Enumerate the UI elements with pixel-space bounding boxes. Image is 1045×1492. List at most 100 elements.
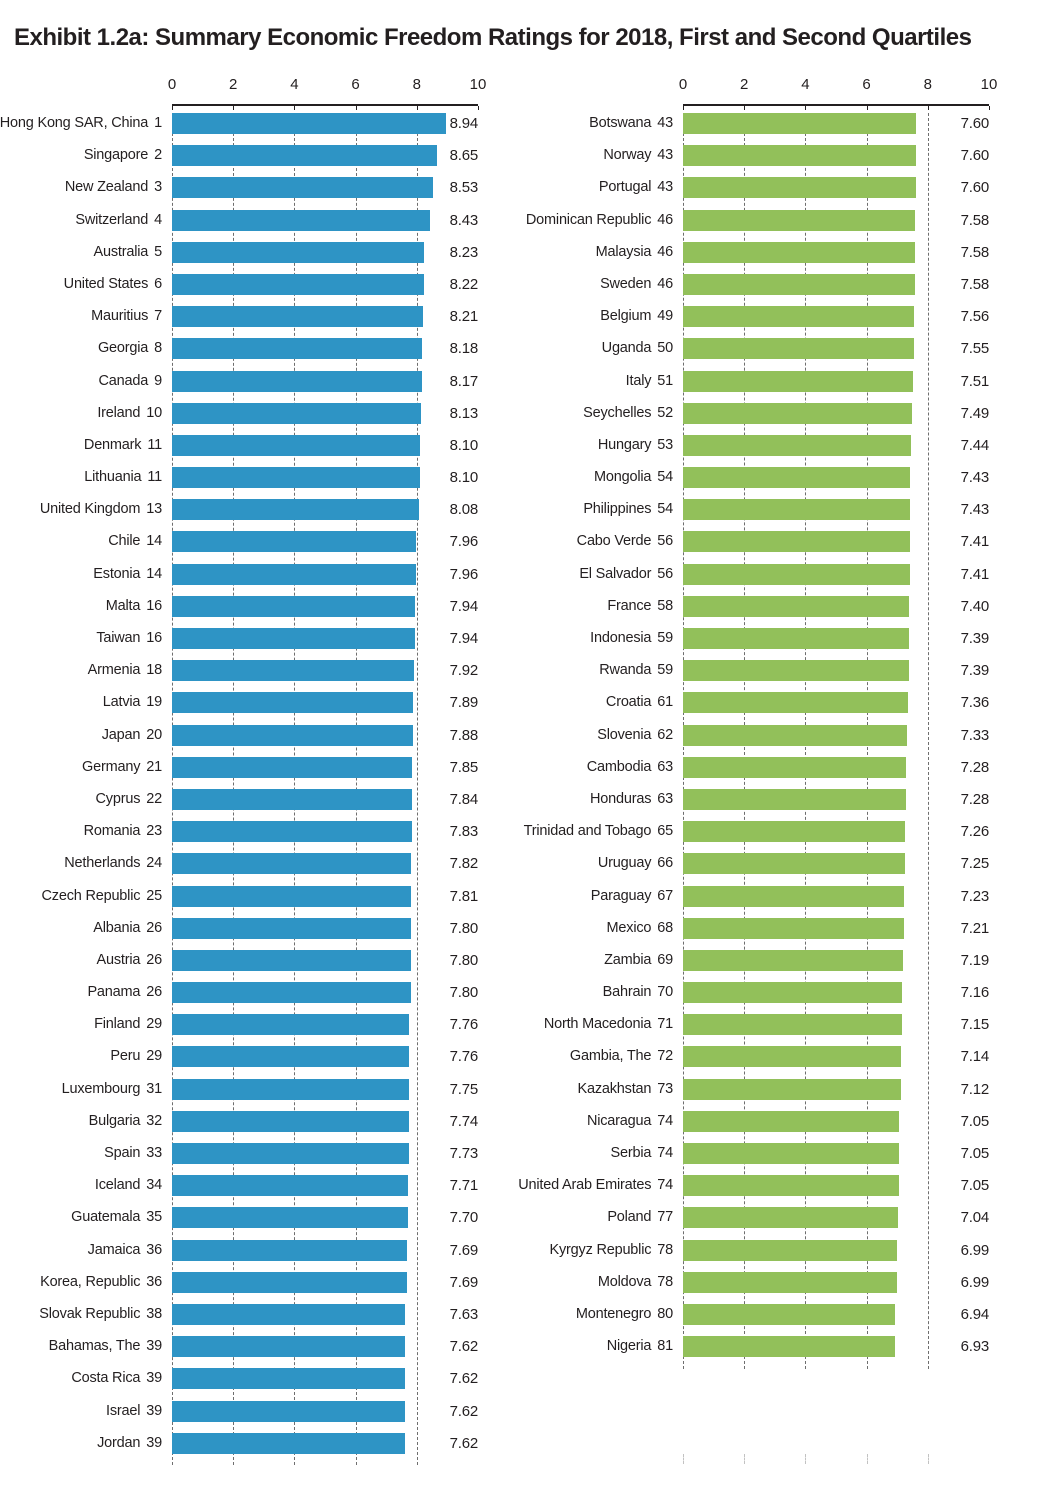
country-label: Japan 20: [0, 725, 162, 746]
country-label: United Kingdom 13: [0, 499, 162, 520]
rating-value: 7.28: [960, 758, 990, 776]
country-label: North Macedonia 71: [511, 1014, 673, 1035]
rating-bar: [683, 467, 911, 489]
country-label: Cyprus 22: [0, 789, 163, 810]
rating-value: 7.58: [960, 275, 990, 293]
chart-row: Rwanda 59 7.39: [511, 660, 989, 692]
country-rank: 6: [154, 275, 162, 292]
rating-value: 8.94: [449, 115, 479, 132]
country-rank: 29: [146, 1016, 162, 1033]
rating-bar: [683, 1239, 897, 1261]
row-plot: 7.89: [172, 692, 478, 724]
row-plot: 7.62: [172, 1368, 478, 1400]
country-name: Mauritius: [91, 308, 149, 325]
row-plot: 7.05: [683, 1175, 989, 1207]
chart-row: Norway 43 7.60: [511, 145, 989, 177]
country-label: Nigeria 81: [511, 1336, 673, 1357]
chart-row: Taiwan 16 7.94: [0, 628, 478, 660]
row-plot: 7.92: [172, 660, 478, 692]
rating-bar: [683, 402, 913, 424]
rating-value: 7.62: [449, 1434, 479, 1452]
rating-bar: [172, 1336, 406, 1358]
country-label: Zambia 69: [511, 950, 673, 971]
chart-row: Dominican Republic 46 7.58: [511, 209, 989, 242]
country-label: Hong Kong SAR, China 1: [0, 113, 162, 134]
rating-value: 7.74: [449, 1112, 479, 1130]
country-rank: 9: [154, 372, 162, 389]
axis-tick-mark: [744, 106, 746, 110]
country-rank: 4: [154, 211, 162, 228]
chart-row: Israel 39 7.62: [0, 1400, 478, 1433]
chart-row: Cabo Verde 56 7.41: [511, 531, 989, 563]
country-label: Israel 39: [0, 1401, 162, 1422]
country-name: Panama: [87, 984, 141, 1001]
chart-row: Armenia 18 7.92: [0, 660, 478, 692]
rating-value: 7.05: [960, 1112, 990, 1130]
country-name: Uruguay: [597, 855, 652, 872]
rating-bar: [172, 1368, 406, 1390]
country-name: Malaysia: [595, 243, 652, 260]
rating-value: 8.22: [449, 275, 479, 293]
chart-row: Bahamas, The 39 7.62: [0, 1336, 478, 1368]
country-rank: 56: [657, 565, 673, 582]
country-label: Slovenia 62: [511, 725, 673, 746]
chart-row: Mexico 68 7.21: [511, 917, 989, 950]
row-plot: 7.80: [172, 949, 478, 982]
country-name: Hungary: [597, 436, 652, 453]
country-rank: 72: [657, 1048, 673, 1065]
country-rank: 33: [146, 1145, 162, 1161]
country-rank: 74: [657, 1145, 673, 1161]
country-rank: 46: [657, 211, 673, 228]
axis-tick-label: 2: [229, 76, 238, 93]
rating-bar: [172, 917, 411, 939]
rating-value: 7.83: [449, 823, 479, 841]
rating-value: 6.93: [960, 1338, 990, 1356]
rating-bar: [683, 1175, 899, 1197]
country-label: Portugal 43: [511, 177, 673, 198]
rating-bar: [172, 338, 423, 360]
country-name: Norway: [603, 147, 652, 164]
country-rank: 22: [146, 790, 162, 807]
row-plot: 7.28: [683, 788, 989, 821]
rating-value: 7.89: [449, 694, 479, 712]
rating-value: 8.10: [449, 436, 479, 454]
country-label: Singapore 2: [0, 145, 162, 166]
rating-bar: [172, 821, 412, 843]
country-label: Bulgaria 32: [0, 1111, 163, 1132]
row-plot: 7.41: [683, 563, 989, 596]
country-name: Rwanda: [599, 662, 652, 679]
row-plot: 7.80: [172, 917, 478, 950]
country-rank: 59: [657, 630, 673, 646]
rating-bar: [172, 563, 416, 585]
axis-tick-mark: [172, 106, 173, 110]
country-rank: 25: [146, 887, 162, 904]
country-label: Jordan 39: [0, 1433, 162, 1454]
row-plot: 7.76: [172, 1014, 478, 1046]
row-plot: 7.69: [172, 1239, 478, 1272]
country-label: El Salvador 56: [511, 564, 673, 585]
rating-value: 8.23: [449, 243, 479, 261]
country-name: Canada: [98, 372, 149, 389]
row-plot: [683, 1401, 989, 1433]
country-rank: 26: [146, 951, 162, 968]
chart-row: Belgium 49 7.56: [511, 306, 989, 338]
country-label: Taiwan 16: [0, 628, 162, 649]
rating-value: 7.14: [960, 1048, 990, 1066]
rating-value: 7.12: [960, 1080, 990, 1098]
country-rank: 52: [657, 404, 673, 421]
row-plot: 7.75: [172, 1078, 478, 1111]
chart-row: Luxembourg 31 7.75: [0, 1078, 478, 1111]
rating-value: 8.08: [449, 501, 479, 519]
rating-value: 7.69: [449, 1273, 479, 1291]
rating-value: 7.62: [449, 1338, 479, 1356]
country-rank: 7: [154, 308, 162, 325]
row-plot: 7.94: [172, 595, 478, 628]
country-rank: 63: [657, 790, 673, 807]
country-name: Bulgaria: [88, 1112, 141, 1129]
rating-value: 7.63: [449, 1305, 479, 1323]
row-plot: 7.71: [172, 1175, 478, 1207]
chart-row: United States 6 8.22: [0, 273, 479, 306]
country-rank: 71: [657, 1016, 673, 1033]
row-plot: 8.21: [172, 306, 478, 338]
rating-value: 8.21: [449, 308, 479, 326]
